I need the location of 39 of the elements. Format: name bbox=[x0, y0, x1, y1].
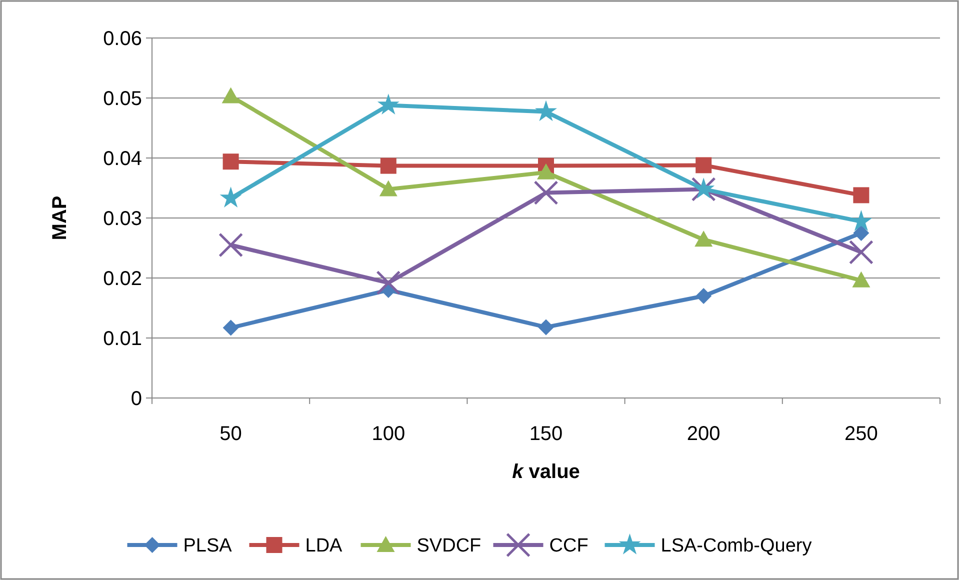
point bbox=[696, 157, 712, 174]
legend-label: LDA bbox=[305, 536, 343, 557]
point bbox=[694, 230, 713, 247]
point bbox=[848, 240, 874, 264]
point bbox=[853, 225, 870, 241]
y-tick-label: 0.04 bbox=[103, 148, 142, 170]
point bbox=[852, 271, 870, 288]
x-tick-label: 200 bbox=[686, 423, 720, 445]
point bbox=[376, 270, 401, 296]
point bbox=[853, 187, 870, 204]
x-tick-label: 250 bbox=[844, 423, 878, 445]
point bbox=[377, 94, 400, 115]
y-axis-title: MAP bbox=[49, 196, 71, 240]
point bbox=[222, 320, 239, 336]
point bbox=[534, 180, 558, 206]
y-tick-label: 0 bbox=[130, 388, 142, 410]
point bbox=[222, 154, 239, 170]
legend-label: LSA-Comb-Query bbox=[660, 536, 812, 557]
point bbox=[222, 87, 240, 104]
legend-label: SVDCF bbox=[416, 536, 482, 557]
y-tick-label: 0.01 bbox=[103, 328, 142, 350]
point bbox=[538, 319, 554, 336]
point bbox=[380, 158, 396, 174]
point bbox=[379, 180, 398, 196]
x-axis-title: k value bbox=[512, 461, 580, 483]
point bbox=[696, 288, 712, 304]
legend-label: CCF bbox=[549, 536, 588, 557]
y-tick-label: 0.06 bbox=[103, 28, 142, 50]
point bbox=[537, 163, 555, 180]
x-tick-label: 150 bbox=[529, 423, 563, 445]
x-tick-label: 50 bbox=[220, 423, 242, 445]
point bbox=[535, 100, 557, 122]
y-tick-label: 0.05 bbox=[103, 88, 142, 110]
point bbox=[218, 232, 244, 258]
y-tick-label: 0.03 bbox=[103, 208, 142, 230]
x-tick-label: 100 bbox=[372, 423, 406, 445]
point bbox=[220, 186, 242, 208]
legend-label: PLSA bbox=[183, 536, 232, 557]
y-tick-label: 0.02 bbox=[103, 268, 142, 290]
